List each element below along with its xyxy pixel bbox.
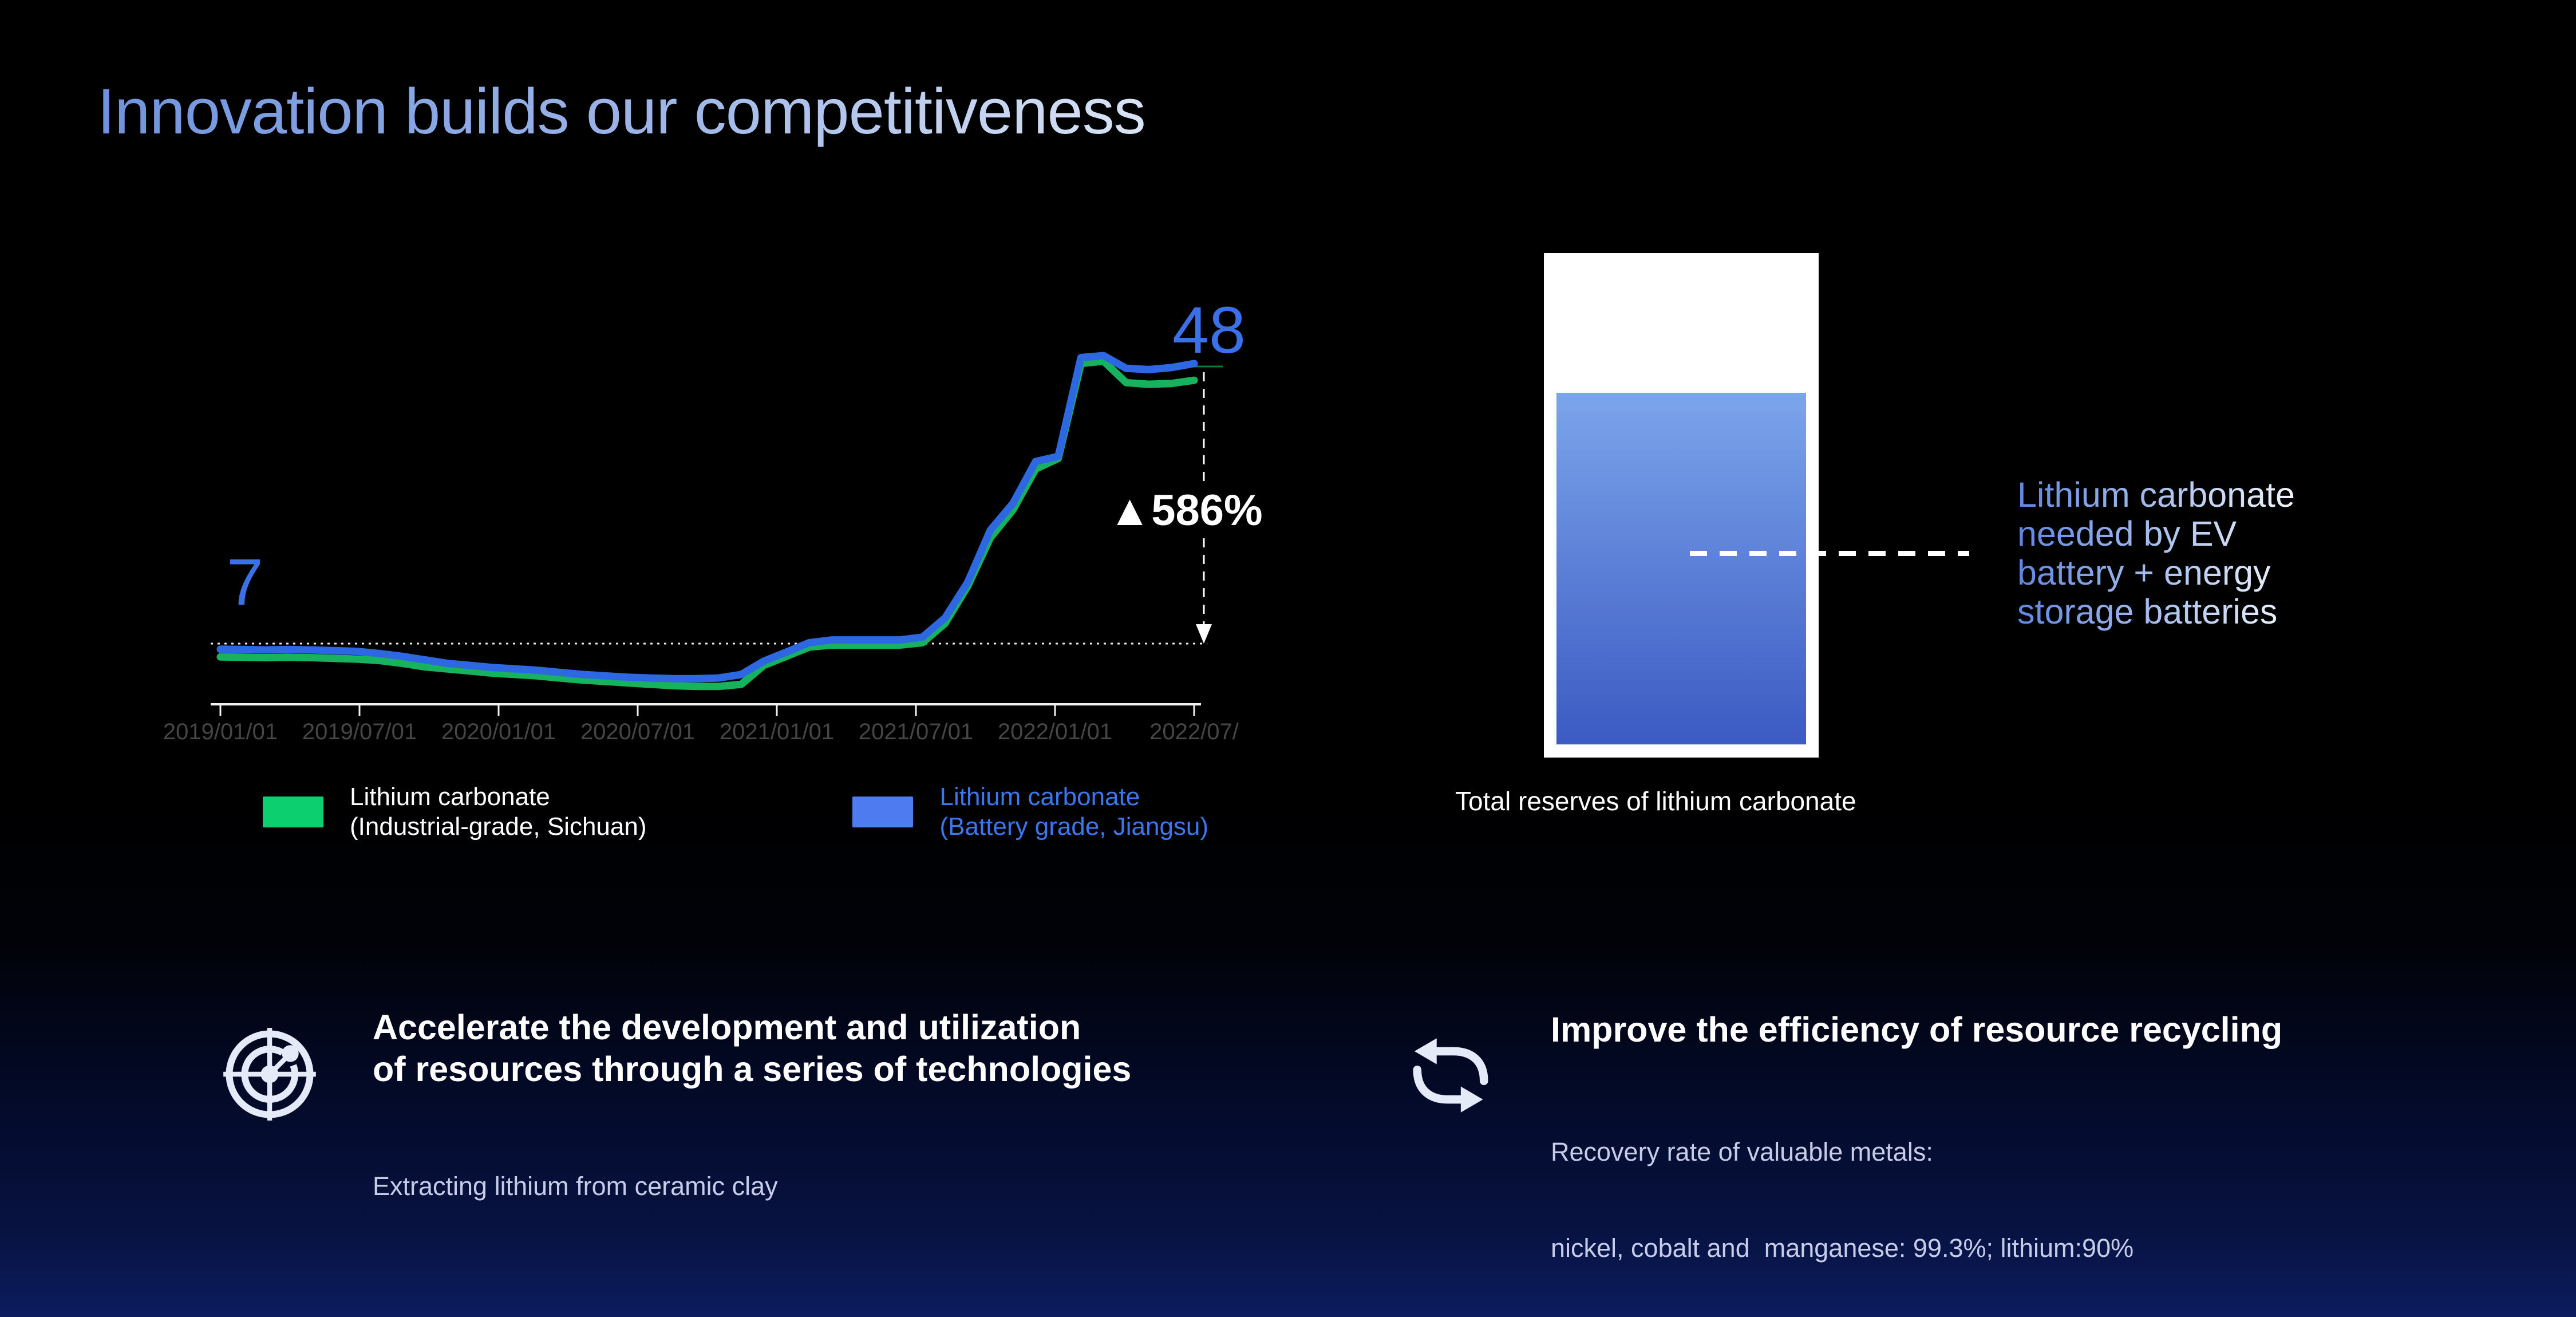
reserve-note-line: battery + energy [2017, 553, 2271, 592]
initiative-subtitle-line: nickel, cobalt and manganese: 99.3%; lit… [1551, 1233, 2134, 1263]
arrow-down-icon [1196, 624, 1212, 644]
initiative-subtitle-right: Recovery rate of valuable metals: nickel… [1551, 1072, 2134, 1317]
legend-line: (Battery grade, Jiangsu) [939, 813, 1209, 841]
chart-pct-change-label: ▲586% [1103, 487, 1269, 535]
legend-item-industrial: Lithium carbonate (Industrial-grade, Sic… [263, 782, 646, 842]
x-axis-tick-label: 2022/07/ [1149, 719, 1239, 744]
legend-line: (Industrial-grade, Sichuan) [350, 813, 647, 841]
legend-label-battery: Lithium carbonate (Battery grade, Jiangs… [939, 782, 1208, 842]
x-axis-tick-label: 2019/01/01 [163, 719, 278, 744]
x-axis-tick-label: 2022/01/01 [998, 719, 1112, 744]
x-axis-tick-label: 2019/07/01 [302, 719, 417, 744]
chart-start-value-label: 7 [227, 546, 263, 619]
x-axis-tick-label: 2021/01/01 [720, 719, 834, 744]
initiative-subtitle-left: Extracting lithium from ceramic clay [373, 1106, 778, 1317]
reserve-note: Lithium carbonate needed by EV battery +… [2017, 475, 2295, 631]
initiative-subtitle-line: Extracting lithium from ceramic clay [373, 1172, 778, 1201]
reserve-note-line: needed by EV [2017, 514, 2237, 553]
reserve-tank [1544, 253, 1819, 758]
reserve-note-line: Lithium carbonate [2017, 475, 2295, 514]
initiative-title-line: Improve the efficiency of resource recyc… [1551, 1010, 2283, 1049]
series-line-battery [216, 352, 1198, 683]
x-axis-tick-label: 2021/07/01 [859, 719, 973, 744]
reserve-caption: Total reserves of lithium carbonate [1455, 786, 1856, 816]
legend-item-battery: Lithium carbonate (Battery grade, Jiangs… [852, 782, 1208, 842]
legend-swatch-blue [852, 796, 914, 827]
initiative-title-line: of resources through a series of technol… [373, 1050, 1132, 1089]
initiative-title-line: Accelerate the development and utilizati… [373, 1008, 1081, 1047]
initiative-title-left: Accelerate the development and utilizati… [373, 1007, 1131, 1090]
chart-legend: Lithium carbonate (Industrial-grade, Sic… [263, 782, 1208, 842]
reserve-note-line: storage batteries [2017, 592, 2278, 631]
x-axis-tick-label: 2020/01/01 [441, 719, 556, 744]
series-line-industrial [216, 357, 1198, 691]
reserve-tank-fill [1556, 393, 1806, 744]
initiative-title-right: Improve the efficiency of resource recyc… [1551, 1009, 2282, 1051]
chart-end-value-label: 48 [1172, 294, 1246, 367]
page-title: Innovation builds our competitiveness [97, 76, 1146, 147]
recycle-icon [1413, 1038, 1488, 1113]
radar-icon [223, 1028, 316, 1121]
reserve-callout-dashed-line [1690, 551, 1969, 556]
legend-swatch-green [263, 796, 323, 827]
x-axis-tick-label: 2020/07/01 [580, 719, 695, 744]
legend-label-industrial: Lithium carbonate (Industrial-grade, Sic… [350, 782, 646, 842]
legend-line: Lithium carbonate [350, 783, 550, 811]
initiative-subtitle-line: Recovery rate of valuable metals: [1551, 1137, 1933, 1166]
legend-line: Lithium carbonate [939, 783, 1140, 811]
